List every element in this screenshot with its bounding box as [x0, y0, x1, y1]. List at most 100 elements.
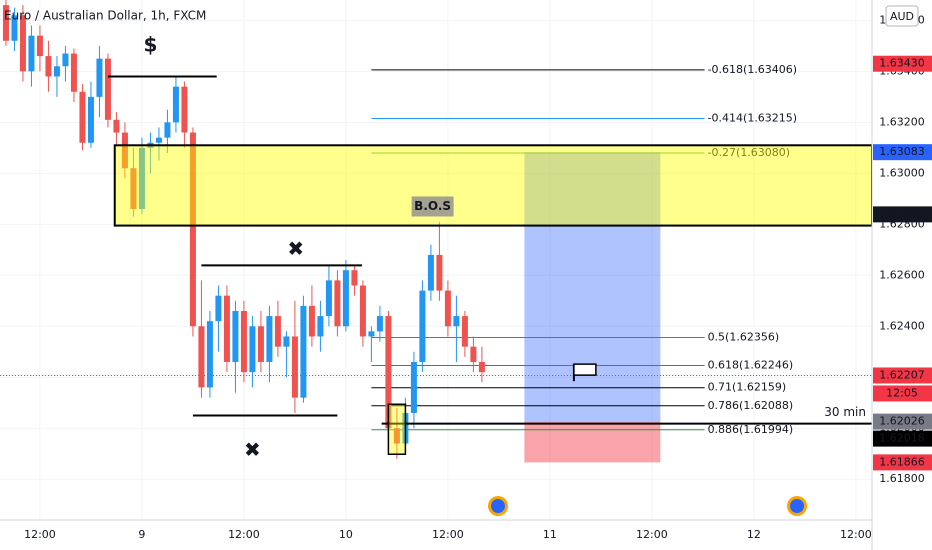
price-axis: 1.618001.620001.622001.624001.626001.628… — [871, 0, 932, 550]
x-tick-label: 12:00 — [840, 528, 872, 541]
x-tick-label: 12 — [747, 528, 761, 541]
currency[interactable]: AUD — [890, 10, 914, 23]
candle-body — [11, 15, 18, 41]
candle-body — [130, 168, 137, 210]
candle-body — [385, 316, 392, 429]
countdown: 12:05 — [886, 386, 918, 399]
candle-body — [181, 86, 188, 133]
fib-label: -0.618(1.63406) — [708, 63, 798, 76]
event-icon-core[interactable] — [491, 499, 505, 513]
candle-body — [240, 310, 247, 373]
currency-box[interactable] — [885, 5, 919, 27]
candle-body — [28, 35, 35, 72]
price-label: 1.61866 — [879, 455, 925, 468]
x-tick-label: 11 — [543, 528, 557, 541]
price-label-box — [873, 206, 932, 223]
fib-label: -0.414(1.63215) — [708, 112, 798, 125]
price-label: 1.62026 — [879, 415, 925, 428]
countdown-box — [873, 385, 932, 402]
candle-body — [87, 96, 94, 143]
candle-body — [436, 254, 443, 291]
event-icon[interactable] — [787, 496, 807, 516]
price-label-box — [873, 454, 932, 471]
fib-label: -0.27(1.63080) — [708, 146, 791, 159]
candle-body — [351, 270, 358, 286]
price-label: 1.63083 — [879, 145, 925, 158]
fib-label: 0.886(1.61994) — [708, 423, 794, 436]
price-label: 1.62018 — [879, 432, 925, 445]
marker: $ — [143, 32, 157, 56]
candle-body — [215, 295, 222, 322]
candle-body — [121, 132, 128, 169]
candle-body — [155, 137, 162, 143]
candle-body — [53, 66, 60, 77]
candle-body — [172, 86, 179, 123]
y-tick-label: 1.61800 — [879, 472, 925, 485]
x-tick-label: 12:00 — [228, 528, 260, 541]
price-label: 1.62207 — [879, 368, 925, 381]
candle-body — [274, 316, 281, 347]
x-tick-label: 9 — [138, 528, 145, 541]
candle-body — [283, 336, 290, 347]
candle-body — [164, 122, 171, 138]
price-label-box — [873, 367, 932, 384]
event-icon[interactable] — [488, 496, 508, 516]
bos-box — [411, 196, 454, 217]
fib-label: 0.786(1.62088) — [708, 399, 794, 412]
fib-label: 0.618(1.62246) — [708, 359, 794, 372]
supply-zone — [113, 144, 874, 227]
candle-body — [36, 35, 43, 57]
candle-body — [300, 305, 307, 398]
candle-body — [232, 310, 239, 362]
candle-body — [223, 295, 230, 362]
bos-label: B.O.S — [414, 199, 451, 213]
candle-body — [461, 316, 468, 347]
marker: ✖ — [287, 236, 304, 260]
fib-label: 0.71(1.62159) — [708, 381, 787, 394]
candle-body — [419, 290, 426, 362]
candle-body — [113, 119, 120, 133]
candle-body — [104, 58, 111, 120]
plot-area: -0.618(1.63406) -0.414(1.63215) -0.27(1.63… — [0, 0, 874, 520]
candle-body — [317, 316, 324, 337]
candle-body — [359, 285, 366, 337]
flag — [573, 363, 597, 376]
x-tick-label: 10 — [339, 528, 353, 541]
chart-title: Euro / Australian Dollar, 1h, FXCM — [4, 9, 206, 23]
candle-body — [257, 326, 264, 362]
candle-body — [45, 56, 52, 77]
candle-body — [308, 305, 315, 337]
marker: ✖ — [244, 438, 261, 462]
price-label: 1.63430 — [879, 57, 925, 70]
candle-body — [198, 326, 205, 388]
candle-body — [334, 280, 341, 327]
time-axis: 12:00 9 12:00 10 12:00 11 12:00 12 12:00 — [0, 519, 872, 541]
candle-body — [19, 15, 26, 72]
price-label: 1.62839 — [879, 207, 925, 220]
target-zone — [524, 152, 661, 422]
candle-body — [249, 326, 256, 373]
candle-body — [189, 132, 196, 327]
candle-body — [79, 91, 86, 143]
candle-body — [368, 331, 375, 337]
y-tick-label: 1.62600 — [879, 268, 925, 281]
candle-body — [410, 361, 417, 413]
highlight-box — [387, 403, 407, 455]
candle-body — [470, 346, 477, 362]
candle-body — [444, 290, 451, 327]
candle-body — [291, 336, 298, 398]
y-tick-label: 1.63000 — [879, 166, 925, 179]
candle-body — [376, 316, 383, 332]
candle-body — [478, 361, 485, 373]
candle-body — [96, 58, 103, 97]
event-icon-core[interactable] — [790, 499, 804, 513]
candle-body — [453, 316, 460, 327]
candle-body — [206, 321, 213, 388]
candle-body — [266, 316, 273, 362]
candle-body — [70, 53, 77, 92]
y-tick-label: 1.63200 — [879, 115, 925, 128]
candle-body — [2, 5, 9, 41]
x-tick-label: 12:00 — [636, 528, 668, 541]
candle-body — [427, 254, 434, 291]
